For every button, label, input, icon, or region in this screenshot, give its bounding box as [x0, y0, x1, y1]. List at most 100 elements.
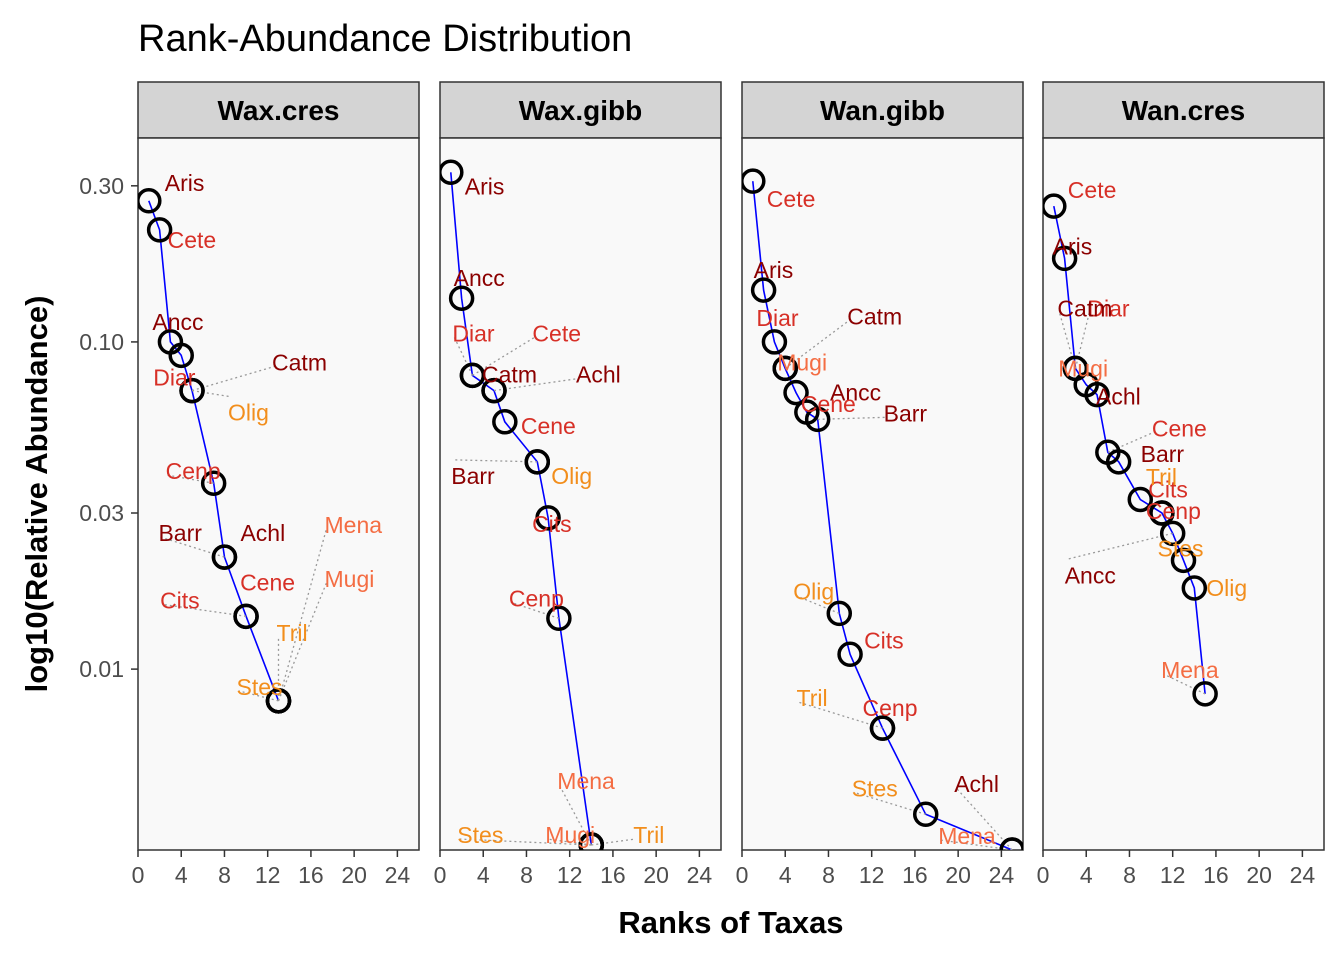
point-label-barr: Barr	[884, 400, 928, 426]
data-point-mena	[999, 837, 1023, 850]
point-label-achl: Achl	[954, 771, 999, 797]
data-point-cenp	[546, 605, 572, 632]
point-label-ancc: Ancc	[1065, 562, 1116, 588]
point-label-mena: Mena	[1161, 657, 1219, 683]
point-label-cene: Cene	[521, 413, 576, 439]
data-point-olig	[1181, 575, 1208, 601]
point-label-olig: Olig	[551, 463, 592, 489]
label-leader-line	[940, 839, 1013, 850]
x-tick-label: 24	[385, 862, 411, 888]
facet-strip-label: Wax.cres	[218, 95, 340, 126]
data-point-cenp	[200, 470, 227, 496]
point-label-cenp: Cenp	[509, 585, 564, 611]
point-label-aris: Aris	[465, 173, 505, 199]
point-label-cete: Cete	[767, 186, 816, 212]
point-label-cene: Cene	[801, 391, 856, 417]
point-label-tril: Tril	[633, 822, 664, 848]
point-label-stes: Stes	[237, 674, 283, 700]
point-label-aris: Aris	[1053, 233, 1093, 259]
facet-strip	[439, 81, 722, 139]
point-label-tril: Tril	[797, 685, 828, 711]
data-point-ancc	[448, 285, 475, 311]
data-point-cene	[492, 409, 518, 435]
point-label-stes: Stes	[1158, 535, 1204, 561]
facet-strip-label: Wan.cres	[1122, 95, 1245, 126]
panel-content	[742, 168, 1023, 850]
panel-background	[1042, 137, 1325, 851]
facet-wax-cres: Wax.cres 0 4 8 12 16 20 24 Aris Cete Ancc Diar CatmO…	[132, 81, 420, 888]
point-label-cene: Cene	[1152, 415, 1207, 441]
x-tick-label: 0	[736, 862, 749, 888]
abundance-line	[752, 181, 1013, 850]
x-tick-label: 16	[298, 862, 324, 888]
data-point-olig	[826, 600, 853, 627]
y-axis-title: log10(Relative Abundance)	[19, 296, 54, 693]
label-leader-line	[161, 603, 247, 617]
y-tick-label: 0.10	[79, 329, 124, 355]
point-label-mugi: Mugi	[545, 822, 595, 848]
x-tick-label: 20	[643, 862, 669, 888]
point-label-ancc: Ancc	[830, 380, 881, 406]
point-label-barr: Barr	[451, 463, 495, 489]
y-axis: 0.01 0.03 0.10 0.30	[79, 173, 138, 682]
point-label-cenp: Cenp	[166, 458, 221, 484]
facet-strip	[741, 81, 1024, 139]
point-label-diar: Diar	[452, 320, 495, 346]
data-point-mugi	[772, 355, 798, 382]
label-leader-line	[1066, 532, 1173, 560]
data-point-diar	[761, 329, 788, 355]
data-point-cits	[1127, 486, 1154, 513]
data-point-cenp	[1149, 500, 1175, 526]
x-tick-label: 16	[1203, 862, 1229, 888]
point-label-cits: Cits	[160, 587, 200, 613]
point-label-catm: Catm	[847, 303, 902, 329]
point-label-diar: Diar	[1087, 295, 1130, 321]
point-label-cits: Cits	[532, 511, 572, 537]
data-point-aris	[138, 188, 162, 214]
panel-content	[1043, 193, 1218, 707]
data-point-cits	[535, 505, 561, 531]
x-axis-title: Ranks of Taxas	[618, 905, 843, 940]
facet-strip-label: Wax.gibb	[519, 95, 642, 126]
y-tick-label: 0.01	[79, 656, 124, 682]
point-label-aris: Aris	[754, 257, 794, 283]
label-leader-line	[955, 787, 1013, 850]
point-label-mena: Mena	[325, 512, 383, 538]
x-tick-label: 24	[1290, 862, 1316, 888]
point-label-mena: Mena	[557, 768, 615, 794]
x-tick-label: 0	[1037, 862, 1050, 888]
facet-wax-gibb: Wax.gibb 0 4 8 12 16 20 24 Aris Ancc Diar Cete Catm A…	[434, 81, 722, 888]
data-point-stes	[265, 688, 292, 714]
data-point-ancc	[783, 379, 809, 406]
label-leader-line	[191, 389, 231, 398]
data-point-cete	[1043, 193, 1067, 219]
data-point-achl	[481, 377, 507, 404]
point-label-mugi: Mugi	[1058, 356, 1108, 382]
point-label-achl: Achl	[240, 520, 285, 546]
data-point-cits	[837, 641, 863, 668]
data-point-mena	[1192, 681, 1218, 707]
data-point-achl	[1084, 381, 1110, 408]
point-label-aris: Aris	[165, 170, 205, 196]
x-tick-label: 24	[989, 862, 1015, 888]
point-label-catm: Catm	[482, 362, 537, 388]
y-tick-label: 0.30	[79, 173, 124, 199]
data-point-achl	[211, 544, 238, 570]
point-label-achl: Achl	[1096, 384, 1141, 410]
point-label-olig: Olig	[1206, 575, 1247, 601]
x-tick-label: 20	[1246, 862, 1272, 888]
data-point-stes	[912, 801, 939, 828]
panel-content	[138, 188, 328, 714]
label-leader-line	[784, 319, 850, 369]
x-tick-label: 16	[902, 862, 928, 888]
facet-strip-label: Wan.gibb	[820, 95, 945, 126]
x-tick-label: 8	[1123, 862, 1136, 888]
label-leader-line	[1107, 431, 1155, 453]
panel-background	[741, 137, 1024, 851]
x-tick-label: 20	[945, 862, 971, 888]
point-label-mugi: Mugi	[325, 566, 375, 592]
data-point-diar	[168, 342, 194, 369]
